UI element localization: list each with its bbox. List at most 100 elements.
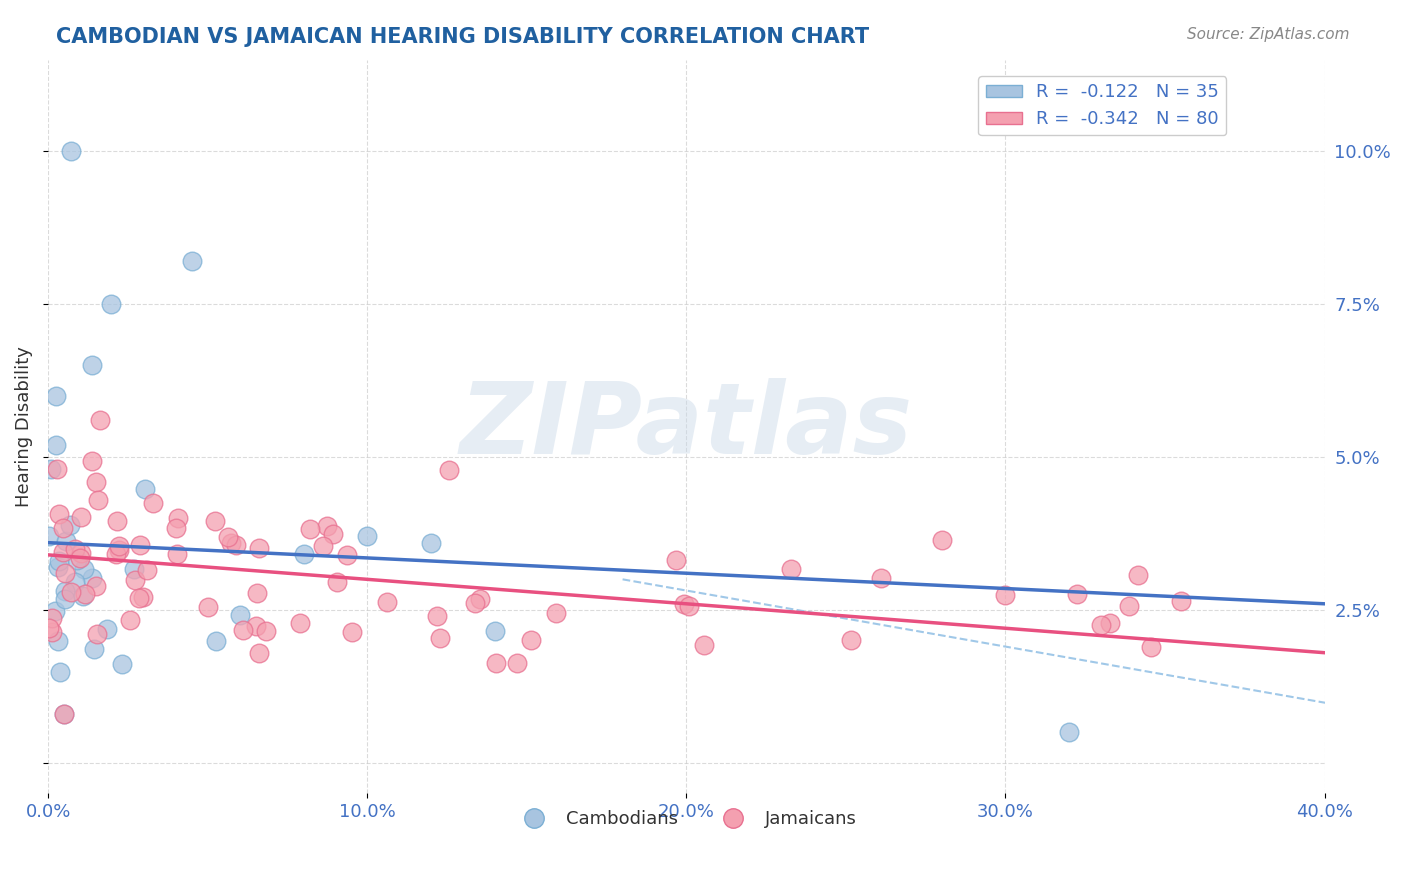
Point — [544, 606, 567, 620]
Point — [108, 542, 131, 557]
Point — [1140, 640, 1163, 655]
Point — [464, 596, 486, 610]
Point — [104, 547, 127, 561]
Point — [46, 633, 69, 648]
Point — [53, 566, 76, 580]
Point — [48, 507, 70, 521]
Point — [205, 633, 228, 648]
Point — [506, 656, 529, 670]
Point — [53, 706, 76, 721]
Point — [69, 550, 91, 565]
Point — [89, 413, 111, 427]
Point — [55, 533, 77, 548]
Point — [326, 575, 349, 590]
Point — [780, 561, 803, 575]
Point — [429, 631, 451, 645]
Point — [678, 599, 700, 614]
Point — [335, 548, 357, 562]
Point — [356, 529, 378, 543]
Point — [66, 553, 89, 567]
Point — [299, 522, 322, 536]
Point — [44, 604, 66, 618]
Point — [65, 575, 87, 590]
Point — [994, 588, 1017, 602]
Text: Source: ZipAtlas.com: Source: ZipAtlas.com — [1187, 27, 1350, 42]
Point — [128, 591, 150, 606]
Point — [484, 624, 506, 638]
Point — [219, 535, 242, 549]
Point — [84, 475, 107, 489]
Point — [420, 535, 443, 549]
Point — [322, 527, 344, 541]
Point — [869, 571, 891, 585]
Point — [41, 611, 63, 625]
Point — [59, 585, 82, 599]
Point — [165, 520, 187, 534]
Point — [247, 646, 270, 660]
Point — [520, 633, 543, 648]
Point — [59, 145, 82, 159]
Point — [136, 563, 159, 577]
Point — [108, 539, 131, 553]
Text: ZIPatlas: ZIPatlas — [460, 378, 912, 475]
Point — [839, 633, 862, 648]
Point — [315, 519, 337, 533]
Point — [228, 607, 250, 622]
Point — [86, 627, 108, 641]
Point — [52, 521, 75, 535]
Point — [931, 533, 953, 547]
Point — [38, 621, 60, 635]
Point — [204, 514, 226, 528]
Point — [45, 462, 67, 476]
Point — [83, 642, 105, 657]
Point — [375, 595, 398, 609]
Point — [38, 529, 60, 543]
Point — [53, 591, 76, 606]
Point — [426, 609, 449, 624]
Point — [292, 547, 315, 561]
Point — [53, 706, 76, 721]
Point — [105, 514, 128, 528]
Point — [80, 454, 103, 468]
Point — [181, 254, 204, 268]
Point — [82, 571, 104, 585]
Point — [1090, 618, 1112, 632]
Point — [437, 463, 460, 477]
Point — [485, 656, 508, 670]
Text: CAMBODIAN VS JAMAICAN HEARING DISABILITY CORRELATION CHART: CAMBODIAN VS JAMAICAN HEARING DISABILITY… — [56, 27, 869, 46]
Point — [1099, 615, 1122, 630]
Point — [87, 492, 110, 507]
Point — [63, 541, 86, 556]
Point — [225, 538, 247, 552]
Point — [247, 541, 270, 555]
Point — [73, 587, 96, 601]
Point — [39, 462, 62, 476]
Point — [245, 619, 267, 633]
Point — [134, 482, 156, 496]
Point — [118, 614, 141, 628]
Point — [311, 540, 333, 554]
Point — [142, 496, 165, 510]
Point — [122, 561, 145, 575]
Point — [45, 438, 67, 452]
Point — [48, 665, 70, 679]
Point — [1170, 593, 1192, 607]
Point — [48, 553, 70, 567]
Point — [288, 616, 311, 631]
Point — [470, 592, 492, 607]
Legend: Cambodians, Jamaicans: Cambodians, Jamaicans — [509, 803, 865, 836]
Point — [665, 552, 688, 566]
Point — [41, 625, 63, 640]
Point — [131, 591, 153, 605]
Point — [217, 530, 239, 544]
Point — [53, 584, 76, 599]
Point — [340, 624, 363, 639]
Point — [124, 573, 146, 587]
Point — [59, 518, 82, 533]
Point — [96, 622, 118, 636]
Point — [197, 599, 219, 614]
Point — [73, 562, 96, 576]
Point — [254, 624, 277, 638]
Point — [693, 638, 716, 652]
Point — [1118, 599, 1140, 613]
